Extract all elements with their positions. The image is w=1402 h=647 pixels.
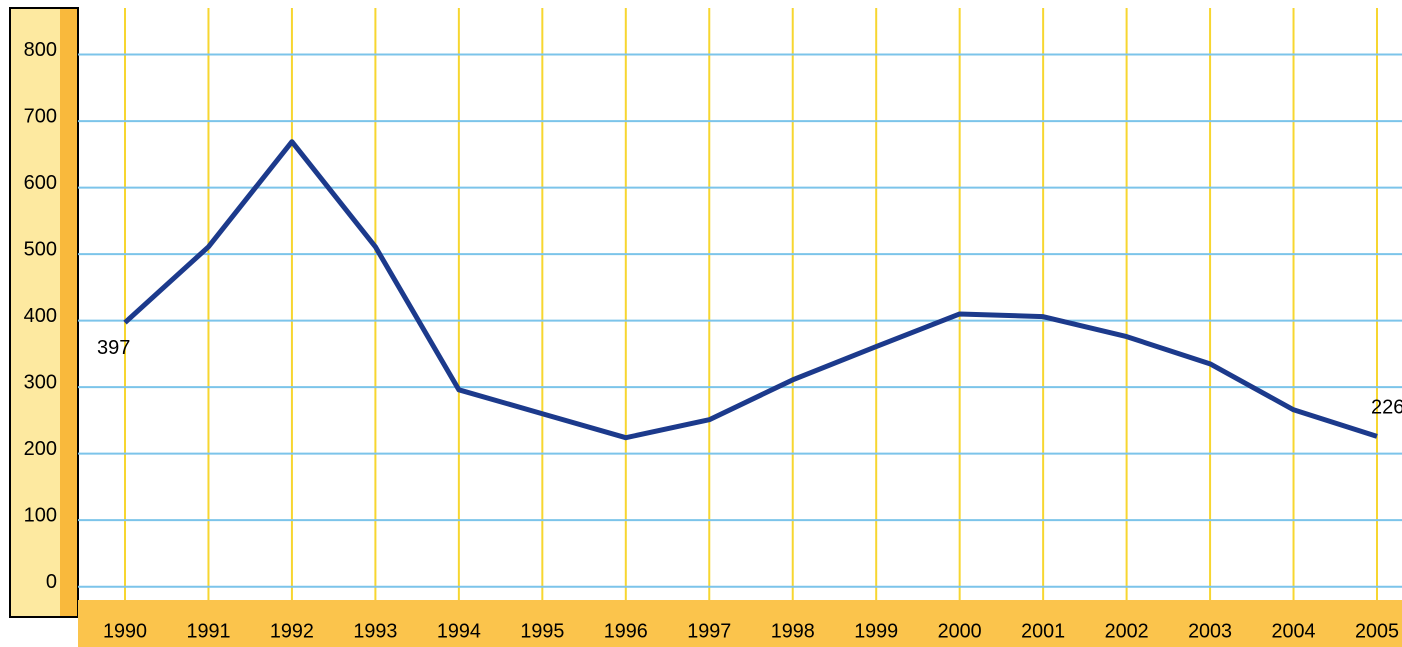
- y-tick-label: 800: [24, 39, 57, 61]
- x-tick-label: 2005: [1355, 620, 1399, 642]
- y-tick-label: 400: [24, 305, 57, 327]
- data-label: 397: [97, 337, 130, 359]
- x-tick-label: 1998: [771, 620, 815, 642]
- y-tick-label: 100: [24, 504, 57, 526]
- line: [123, 139, 1378, 441]
- x-tick-label: 1994: [437, 620, 481, 642]
- y-tick-label: 300: [24, 371, 57, 393]
- y-tick-label: 700: [24, 105, 57, 127]
- x-tick-label: 2000: [938, 620, 982, 642]
- y-tick-label: 0: [46, 571, 57, 593]
- data-label: 226: [1371, 397, 1402, 419]
- x-tick-label: 1995: [520, 620, 564, 642]
- x-tick-label: 1993: [353, 620, 397, 642]
- x-tick-label: 1999: [854, 620, 898, 642]
- x-tick-label: 1997: [687, 620, 731, 642]
- x-tick-label: 2004: [1272, 620, 1316, 642]
- y-tick-label: 600: [24, 172, 57, 194]
- x-axis-band: [78, 600, 1402, 647]
- x-tick-label: 1990: [103, 620, 147, 642]
- y-tick-label: 200: [24, 438, 57, 460]
- x-tick-label: 2003: [1188, 620, 1232, 642]
- y-axis-stripe: [60, 9, 77, 616]
- x-tick-label: 2001: [1021, 620, 1065, 642]
- x-tick-label: 1996: [604, 620, 648, 642]
- x-tick-label: 1992: [270, 620, 314, 642]
- x-tick-label: 2002: [1105, 620, 1149, 642]
- y-tick-label: 500: [24, 238, 57, 260]
- x-tick-label: 1991: [186, 620, 230, 642]
